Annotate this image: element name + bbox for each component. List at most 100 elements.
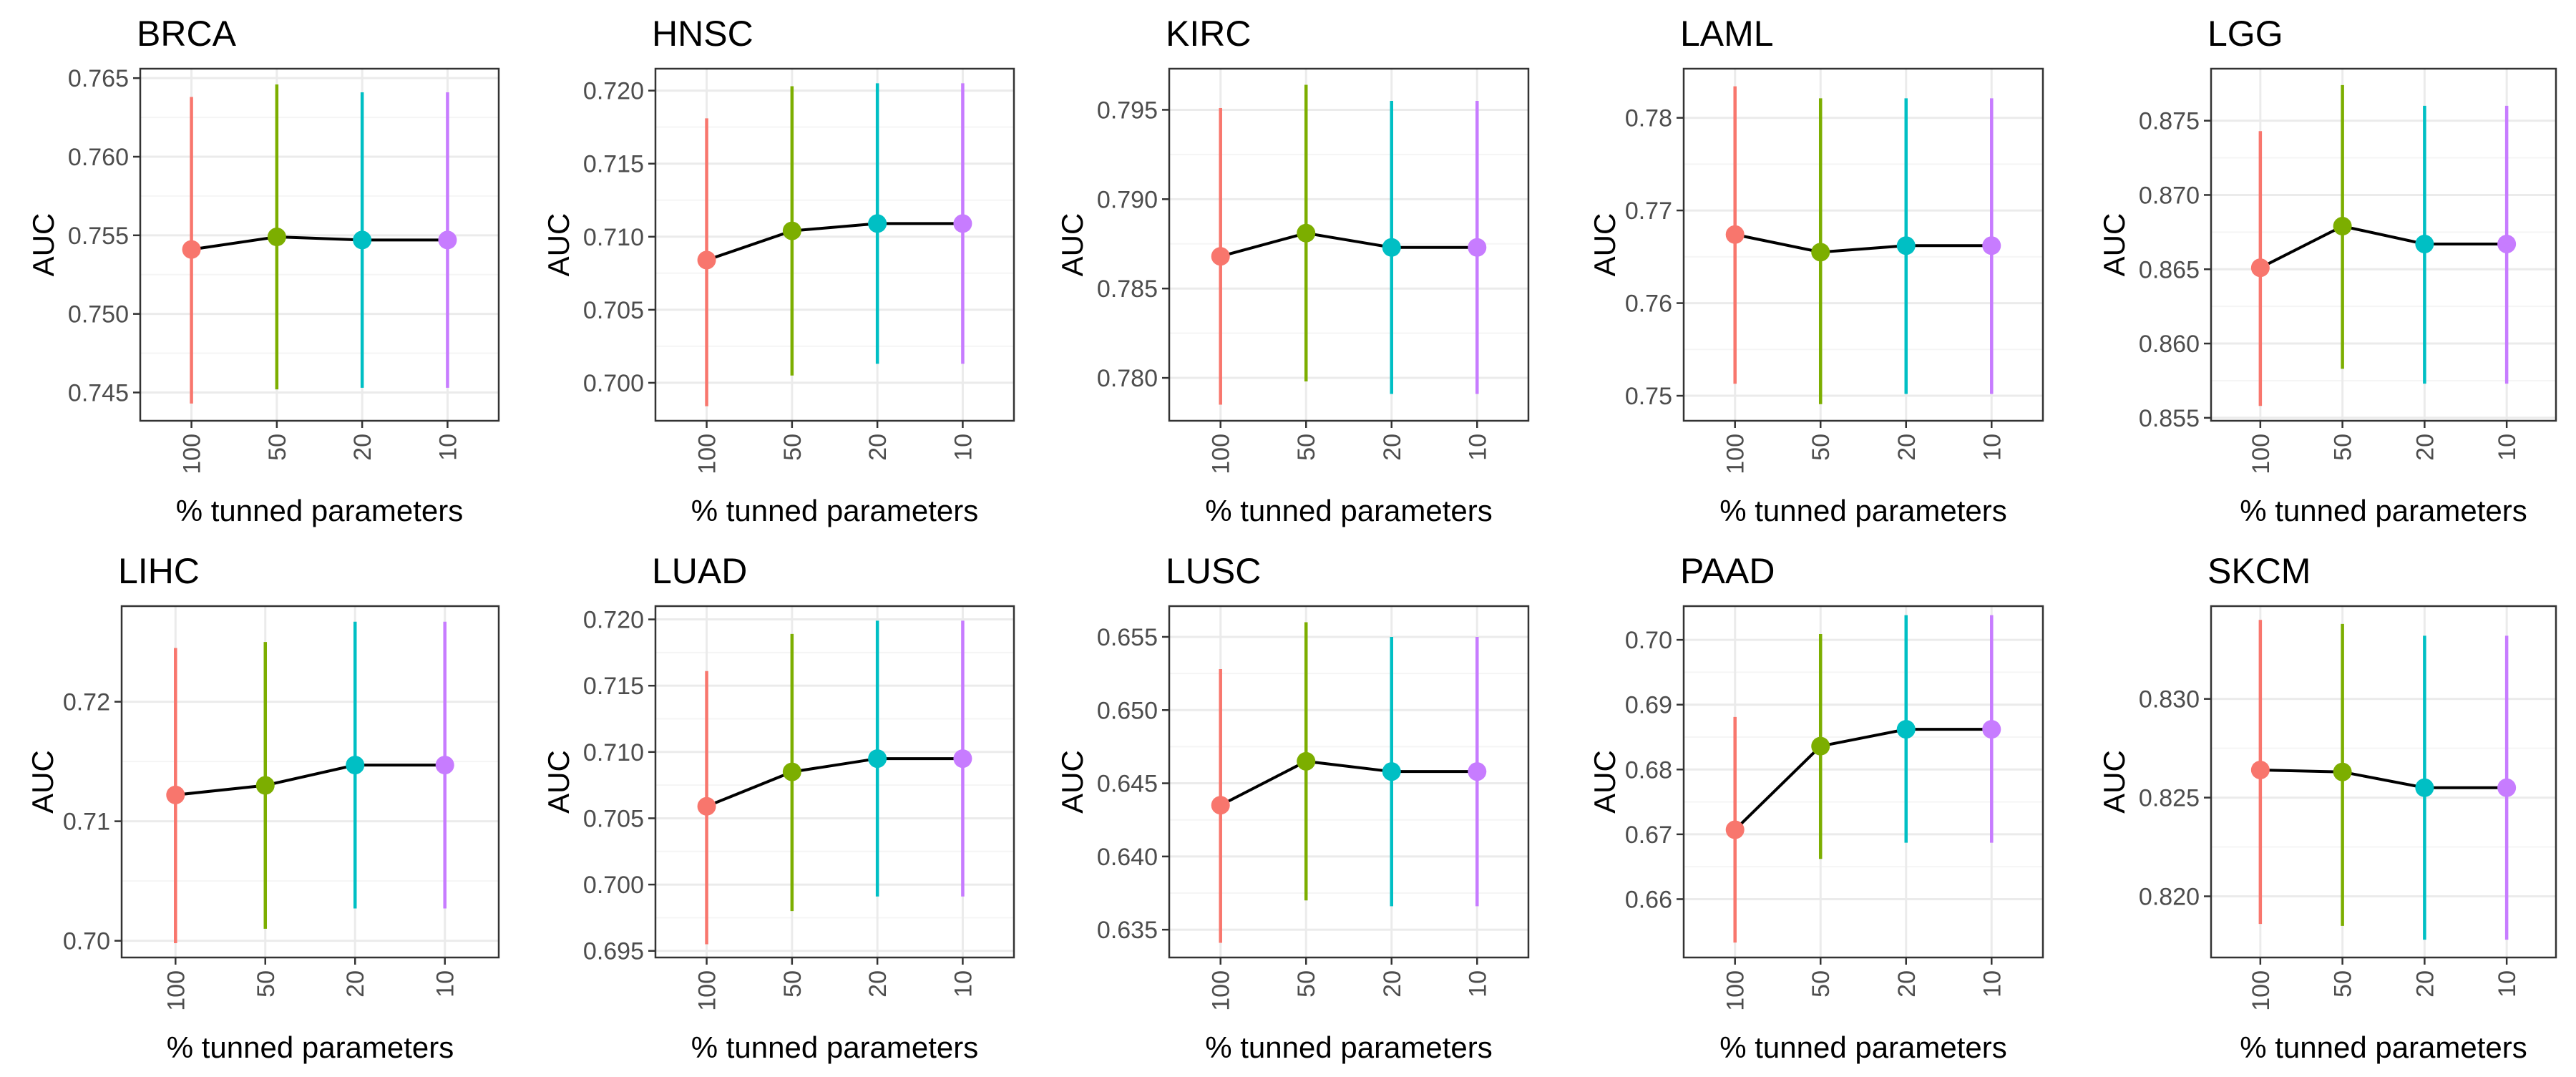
trend-line-skcm (2260, 768, 2507, 789)
x-tick-label: 100 (694, 970, 721, 1011)
x-tick-label: 100 (2248, 970, 2275, 1011)
panel-kirc: 0.780 0.785 0.790 0.795 100 50 20 10 KIRC % tunne… (1055, 14, 1530, 527)
x-tick-label: 50 (2330, 434, 2357, 461)
y-tick-label: 0.645 (1097, 771, 1158, 798)
point-lgg-10 (2497, 234, 2517, 253)
x-tick-label: 100 (1208, 434, 1235, 474)
y-tick-label: 0.655 (1097, 624, 1158, 651)
panel-border (2210, 605, 2557, 959)
y-axis-label: AUC (2097, 750, 2131, 814)
x-tick-label: 50 (1807, 970, 1835, 998)
x-axis-label: % tunned parameters (167, 1030, 454, 1064)
x-axis-label: % tunned parameters (176, 494, 464, 527)
panel-paad: 0.66 0.67 0.68 0.69 0.70 100 50 20 10 PAAD % tunne… (1588, 551, 2044, 1064)
trend-line-lusc (1219, 759, 1478, 807)
panel-title: LUAD (652, 551, 747, 591)
y-tick-label: 0.700 (583, 872, 644, 899)
y-tick-label: 0.765 (68, 65, 129, 92)
x-tick-label: 20 (1893, 970, 1921, 998)
point-hnsc-100 (697, 250, 716, 270)
y-tick-label: 0.71 (63, 809, 110, 836)
y-tick-label: 0.68 (1625, 756, 1672, 784)
point-lusc-20 (1382, 762, 1401, 781)
x-tick-label: 100 (1208, 970, 1235, 1011)
point-skcm-50 (2333, 762, 2352, 781)
x-tick-label: 10 (950, 434, 977, 461)
panel-border (1682, 67, 2044, 422)
point-lihc-20 (346, 756, 365, 775)
y-tick-label: 0.700 (583, 370, 644, 397)
point-skcm-20 (2415, 778, 2434, 797)
y-tick-label: 0.820 (2139, 883, 2200, 910)
point-kirc-50 (1297, 223, 1316, 243)
x-tick-label: 50 (1293, 434, 1320, 461)
x-axis-label: % tunned parameters (1205, 494, 1493, 527)
y-axis-label: AUC (542, 213, 575, 277)
point-hnsc-10 (953, 214, 972, 233)
y-tick-label: 0.75 (1625, 383, 1672, 410)
point-luad-20 (868, 749, 887, 769)
y-tick-label: 0.785 (1097, 276, 1158, 303)
panel-title: PAAD (1680, 551, 1775, 591)
x-tick-label: 10 (2494, 970, 2521, 998)
point-luad-100 (697, 796, 716, 816)
x-tick-label: 100 (1722, 970, 1750, 1011)
y-tick-label: 0.710 (583, 224, 644, 251)
y-axis-label: AUC (26, 750, 59, 814)
point-laml-10 (1982, 236, 2001, 255)
y-tick-label: 0.755 (68, 223, 129, 250)
x-tick-label: 20 (1893, 434, 1921, 461)
x-tick-label: 20 (864, 434, 892, 461)
x-tick-label: 20 (1379, 970, 1406, 998)
point-laml-50 (1811, 243, 1830, 262)
y-tick-label: 0.78 (1625, 105, 1672, 132)
y-tick-label: 0.790 (1097, 186, 1158, 213)
x-tick-label: 50 (253, 970, 280, 998)
x-tick-label: 50 (264, 434, 291, 461)
panel-title: LAML (1680, 14, 1774, 54)
y-tick-label: 0.72 (63, 689, 110, 716)
y-axis-label: AUC (1055, 750, 1089, 814)
trend-line-hnsc (706, 222, 963, 262)
panel-border (120, 605, 500, 959)
panel-title: LIHC (118, 551, 200, 591)
x-tick-label: 20 (2411, 434, 2439, 461)
y-tick-label: 0.67 (1625, 822, 1672, 849)
trend-line-lgg (2259, 224, 2507, 269)
x-tick-label: 10 (1979, 434, 2006, 461)
y-tick-label: 0.830 (2139, 686, 2200, 713)
point-skcm-10 (2497, 778, 2517, 797)
panel-border (139, 67, 500, 422)
y-tick-label: 0.870 (2139, 182, 2200, 209)
panel-luad: 0.695 0.700 0.705 0.710 0.715 0.720 100 50 20 10 L… (542, 551, 1015, 1064)
panel-border (1168, 605, 1530, 959)
panel-border (1682, 605, 2044, 959)
trend-line-brca (191, 235, 448, 251)
panel-title: LUSC (1166, 551, 1261, 591)
y-tick-label: 0.705 (583, 805, 644, 832)
x-tick-label: 20 (864, 970, 892, 998)
y-axis-label: AUC (1055, 213, 1089, 277)
y-tick-label: 0.760 (68, 144, 129, 171)
trend-line-laml (1735, 233, 1992, 254)
point-lihc-10 (435, 756, 454, 775)
y-tick-label: 0.695 (583, 938, 644, 965)
panel-title: KIRC (1166, 14, 1251, 54)
panel-title: SKCM (2207, 551, 2311, 591)
x-tick-label: 10 (1464, 970, 1491, 998)
point-hnsc-50 (782, 221, 801, 240)
panel-laml: 0.75 0.76 0.77 0.78 100 50 20 10 LAML % tunned pa… (1588, 14, 2044, 527)
point-laml-100 (1725, 225, 1745, 244)
point-kirc-20 (1382, 238, 1401, 257)
y-axis-label: AUC (1588, 213, 1621, 277)
point-luad-50 (782, 762, 801, 781)
y-axis-label: AUC (26, 213, 60, 277)
x-tick-label: 100 (694, 434, 721, 474)
panel-lihc: 0.70 0.71 0.72 100 50 20 10 LIHC % tunned parame… (26, 551, 500, 1064)
x-tick-label: 100 (179, 434, 206, 474)
y-tick-label: 0.705 (583, 297, 644, 324)
y-tick-label: 0.855 (2139, 405, 2200, 432)
panel-title: LGG (2207, 14, 2283, 54)
point-lusc-100 (1211, 796, 1230, 815)
